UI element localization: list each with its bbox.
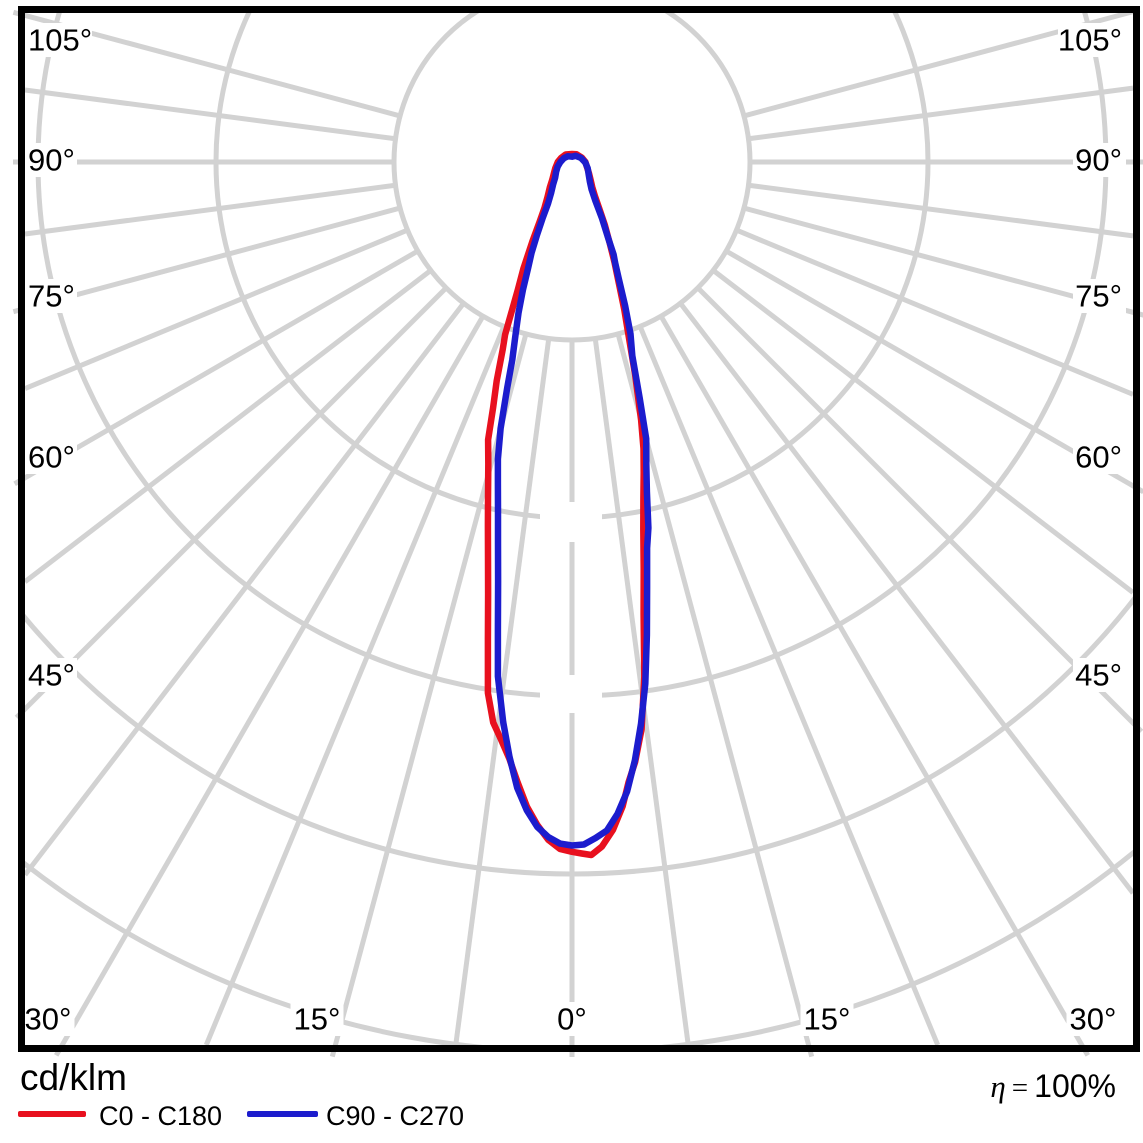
angle-label: 105° — [28, 23, 92, 58]
angle-label: 75° — [28, 279, 75, 314]
angle-label-bg — [290, 1002, 344, 1036]
angle-label-bg — [21, 1002, 75, 1036]
angle-label-bg — [1073, 440, 1126, 474]
efficiency-equals: = — [1011, 1072, 1029, 1104]
gamma-spoke-minor — [24, 182, 396, 237]
curve-c90-c270 — [494, 152, 652, 849]
gamma-spoke-major — [14, 286, 448, 720]
angle-label-bg — [800, 1002, 854, 1036]
legend-label-c90-c270: C90 - C270 — [326, 1101, 465, 1131]
gamma-spoke-minor — [203, 325, 507, 1046]
gamma-spoke-major — [54, 314, 486, 1057]
legend-swatch-c90-c270 — [247, 1111, 318, 1117]
angle-label-bg — [24, 143, 77, 177]
efficiency-symbol: η — [990, 1069, 1006, 1104]
gamma-spoke-minor — [23, 268, 433, 584]
angle-label-bg — [1058, 23, 1126, 57]
gamma-spoke-minor — [678, 301, 1135, 895]
angle-label: 60° — [28, 440, 75, 475]
angle-label-bg — [553, 1002, 591, 1036]
legend-label-c0-c180: C0 - C180 — [99, 1101, 223, 1131]
efficiency-value: 100% — [1034, 1068, 1116, 1104]
gamma-spoke-major — [12, 205, 401, 315]
radial-ring — [25, 596, 1133, 877]
angle-label: 15° — [294, 1002, 341, 1037]
gamma-spoke-major — [658, 314, 1090, 1057]
angle-label: 45° — [28, 658, 75, 693]
gamma-spoke-minor — [748, 85, 1134, 142]
gamma-spoke-major — [696, 286, 1143, 734]
gamma-spoke-minor — [711, 268, 1135, 595]
angle-label: 30° — [1070, 1002, 1117, 1037]
angle-label: 30° — [25, 1002, 72, 1037]
angle-label-bg — [1066, 1002, 1120, 1036]
angle-label: 90° — [28, 143, 75, 178]
angle-label-bg — [1073, 658, 1126, 692]
radial-ring — [391, 13, 753, 343]
angle-label-bg — [24, 658, 77, 692]
angle-label-bg — [24, 23, 92, 57]
blank-value-box — [540, 675, 602, 713]
angle-label: 60° — [1075, 440, 1122, 475]
angle-label: 105° — [1058, 23, 1122, 58]
legend: C0 - C180 C90 - C270 — [0, 1100, 1143, 1140]
blank-value-box — [540, 502, 602, 542]
plot-border — [18, 6, 1140, 1052]
angle-label: 15° — [804, 1002, 851, 1037]
angle-label-bg — [1073, 143, 1126, 177]
angle-label-bg — [24, 440, 77, 474]
gamma-spoke-major — [13, 248, 420, 486]
gamma-spoke-minor — [23, 301, 466, 877]
gamma-spoke-minor — [748, 182, 1134, 239]
legend-swatch-c0-c180 — [18, 1111, 86, 1117]
angle-label: 75° — [1075, 279, 1122, 314]
gamma-spoke-major — [615, 333, 815, 1058]
units-label: cd/klm — [20, 1057, 127, 1098]
efficiency-label: η = 100% — [990, 1068, 1116, 1105]
gamma-spoke-minor — [24, 87, 396, 142]
angle-label-bg — [24, 279, 77, 313]
gamma-spoke-minor — [24, 227, 409, 391]
gamma-spoke-minor — [637, 325, 941, 1046]
angle-label: 0° — [557, 1002, 587, 1037]
angle-label-bg — [1073, 279, 1126, 313]
gamma-spoke-major — [329, 333, 529, 1058]
angle-label: 45° — [1075, 658, 1122, 693]
angle-label: 90° — [1075, 143, 1122, 178]
